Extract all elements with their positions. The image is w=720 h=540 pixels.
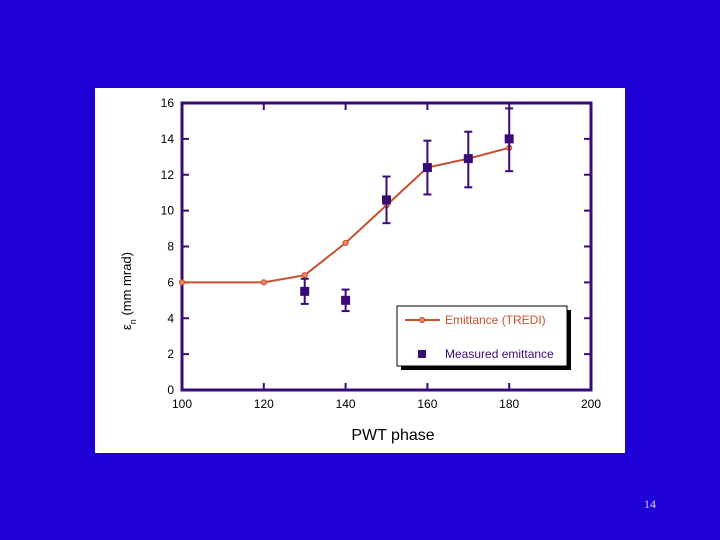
y-axis-title: εn (mm mrad) xyxy=(119,252,138,330)
y-tick-label: 14 xyxy=(161,132,175,146)
x-tick-label: 100 xyxy=(172,397,192,411)
measured-point xyxy=(504,134,514,144)
measured-point xyxy=(463,154,473,164)
measured-point xyxy=(422,163,432,173)
page-number: 14 xyxy=(644,497,656,511)
legend-tredi-label: Emittance (TREDI) xyxy=(445,313,546,327)
measured-point xyxy=(300,286,310,296)
y-tick-label: 6 xyxy=(167,275,174,289)
y-axis-title-unit: (mm mrad) xyxy=(119,252,134,319)
measured-point xyxy=(341,295,351,305)
y-axis-title-symbol: ε xyxy=(119,324,134,330)
tredi-point xyxy=(301,272,308,279)
tredi-series-line xyxy=(182,146,510,284)
y-tick-label: 16 xyxy=(161,96,175,110)
y-tick-label: 2 xyxy=(167,347,174,361)
tredi-point xyxy=(178,279,186,286)
x-tick-label: 160 xyxy=(417,397,437,411)
legend: Emittance (TREDI) Measured emittance xyxy=(396,305,571,370)
measured-point xyxy=(382,195,391,205)
legend-measured-marker xyxy=(418,350,426,358)
y-tick-label: 8 xyxy=(167,240,174,254)
y-tick-label: 12 xyxy=(161,168,175,182)
tredi-point xyxy=(342,239,349,247)
chart-panel: 100 120 140 160 180 200 0 2 4 6 8 10 12 14 16 PWT phas… xyxy=(95,88,625,453)
y-axis-title-subscript: n xyxy=(128,319,138,324)
y-tick-label: 10 xyxy=(161,204,175,218)
x-tick-label: 200 xyxy=(581,397,601,411)
x-tick-label: 180 xyxy=(499,397,519,411)
x-axis-title: PWT phase xyxy=(351,427,434,444)
legend-measured-label: Measured emittance xyxy=(445,347,554,361)
x-tick-label: 140 xyxy=(336,397,356,411)
tredi-point xyxy=(260,279,267,286)
legend-tredi-marker xyxy=(418,316,426,324)
emittance-chart: 100 120 140 160 180 200 0 2 4 6 8 10 12 14 16 PWT phas… xyxy=(119,96,601,444)
y-tick-label: 0 xyxy=(167,383,174,397)
x-tick-label: 120 xyxy=(254,397,274,411)
y-tick-label: 4 xyxy=(167,311,174,325)
